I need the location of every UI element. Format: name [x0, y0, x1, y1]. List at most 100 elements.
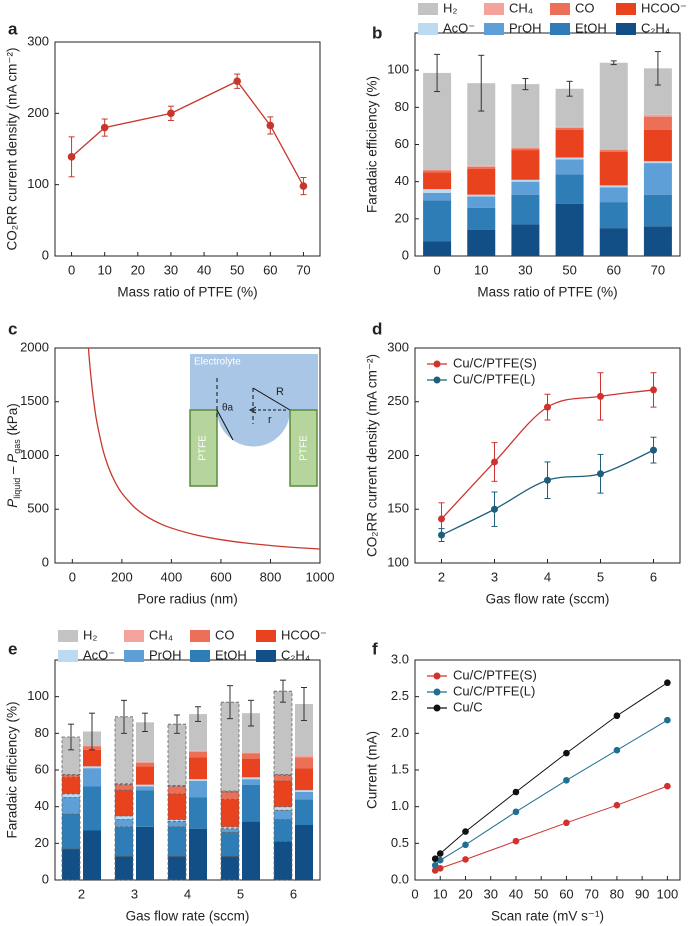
legend-label: Cu/C/PTFE(L) — [453, 371, 535, 386]
y-tick-label: 60 — [35, 761, 49, 776]
bar-segment — [555, 203, 584, 256]
y-axis-label: Pliquid – Pgas (kPa) — [5, 403, 23, 508]
data-point — [67, 153, 76, 161]
legend-swatch — [124, 650, 144, 662]
x-tick-label: 30 — [483, 886, 497, 901]
data-point — [431, 862, 439, 869]
legend-label: Cu/C/PTFE(L) — [453, 683, 535, 698]
bar-segment — [167, 819, 187, 822]
data-point — [664, 782, 671, 790]
data-point — [650, 446, 657, 454]
bar-segment — [273, 775, 293, 782]
legend-swatch — [616, 23, 636, 35]
x-tick-label: 6 — [290, 886, 297, 901]
bar-segment — [511, 148, 540, 151]
bar-segment — [599, 150, 628, 152]
plot-frame — [54, 41, 321, 257]
data-point — [597, 392, 604, 400]
bar-segment — [220, 798, 240, 828]
bar-segment — [467, 166, 496, 169]
meniscus — [217, 410, 290, 447]
bar-segment — [423, 169, 452, 171]
tangent — [216, 409, 234, 441]
bar-segment — [136, 826, 154, 880]
bar-segment — [511, 179, 540, 182]
ptfe-wall — [289, 409, 318, 487]
bar-segment — [167, 855, 187, 881]
bar-segment — [295, 755, 313, 758]
bar-segment — [136, 784, 154, 787]
y-tick-label: 1000 — [20, 447, 49, 462]
bar-segment — [511, 224, 540, 256]
y-tick-label: 0 — [42, 554, 49, 569]
data-point — [491, 458, 498, 466]
x-tick-label: 200 — [111, 569, 133, 584]
y-tick-label: 100 — [27, 176, 49, 191]
bar-segment — [83, 766, 101, 769]
y-tick-label: 100 — [387, 554, 409, 569]
bar-segment — [599, 185, 628, 188]
x-tick-label: 2 — [78, 886, 85, 901]
data-point — [431, 855, 439, 863]
legend-label: AcO⁻ — [443, 20, 475, 35]
bar-segment — [423, 200, 452, 242]
inset-label: θa — [222, 403, 234, 414]
panel-letter: d — [372, 319, 382, 338]
bar-segment — [511, 194, 540, 225]
data-point — [491, 505, 498, 513]
y-axis-label-part: liquid — [12, 478, 22, 499]
bar-segment — [555, 127, 584, 130]
x-axis-label: Pore radius (nm) — [137, 592, 238, 607]
bar-segment — [83, 749, 101, 767]
legend-swatch — [58, 630, 78, 642]
bar-segment — [273, 809, 293, 820]
data-point — [613, 801, 621, 809]
y-axis-label: Faradaic efficiency (%) — [365, 76, 380, 213]
x-tick-label: 4 — [544, 569, 551, 584]
data-curve — [87, 347, 321, 550]
x-tick-label: 30 — [164, 262, 178, 277]
data-point — [563, 749, 570, 757]
bar-segment — [61, 848, 81, 881]
panel-letter: f — [372, 639, 378, 658]
x-tick-label: 70 — [651, 262, 665, 277]
bar-segment — [189, 750, 207, 752]
bar-segment — [136, 762, 154, 767]
bar-segment — [643, 116, 672, 130]
bar-segment — [643, 194, 672, 227]
x-axis-label: Gas flow rate (sccm) — [486, 592, 610, 607]
data-point — [436, 864, 444, 872]
x-tick-label: 40 — [509, 886, 523, 901]
bar-segment — [555, 126, 584, 128]
x-tick-label: 70 — [584, 886, 598, 901]
bar-segment — [242, 777, 260, 780]
data-point — [650, 386, 657, 394]
data-line — [71, 80, 305, 187]
data-point — [438, 515, 445, 523]
data-point — [544, 476, 551, 484]
bar-segment — [599, 228, 628, 256]
y-axis-label: CO₂RR current density (mA cm⁻²) — [5, 48, 20, 251]
bar-segment — [273, 774, 293, 776]
bar-segment — [167, 785, 187, 787]
x-tick-label: 400 — [161, 569, 183, 584]
y-tick-label: 40 — [35, 798, 49, 813]
legend-marker — [433, 376, 441, 384]
legend-swatch — [550, 3, 570, 15]
panel-letter: a — [8, 19, 18, 38]
x-tick-label: 5 — [597, 569, 604, 584]
legend-label: H₂ — [83, 627, 97, 642]
radius-line — [252, 387, 291, 411]
legend-swatch — [550, 23, 570, 35]
bar-segment — [467, 168, 496, 195]
bar-segment — [167, 786, 187, 795]
data-point — [462, 856, 469, 863]
bar-segment — [295, 768, 313, 791]
legend-swatch — [124, 630, 144, 642]
bar-segment — [114, 783, 134, 786]
bar-segment — [273, 780, 293, 808]
x-tick-label: 5 — [237, 886, 244, 901]
x-tick-label: 0 — [433, 262, 440, 277]
bar-segment — [273, 806, 293, 811]
x-tick-label: 3 — [131, 886, 138, 901]
